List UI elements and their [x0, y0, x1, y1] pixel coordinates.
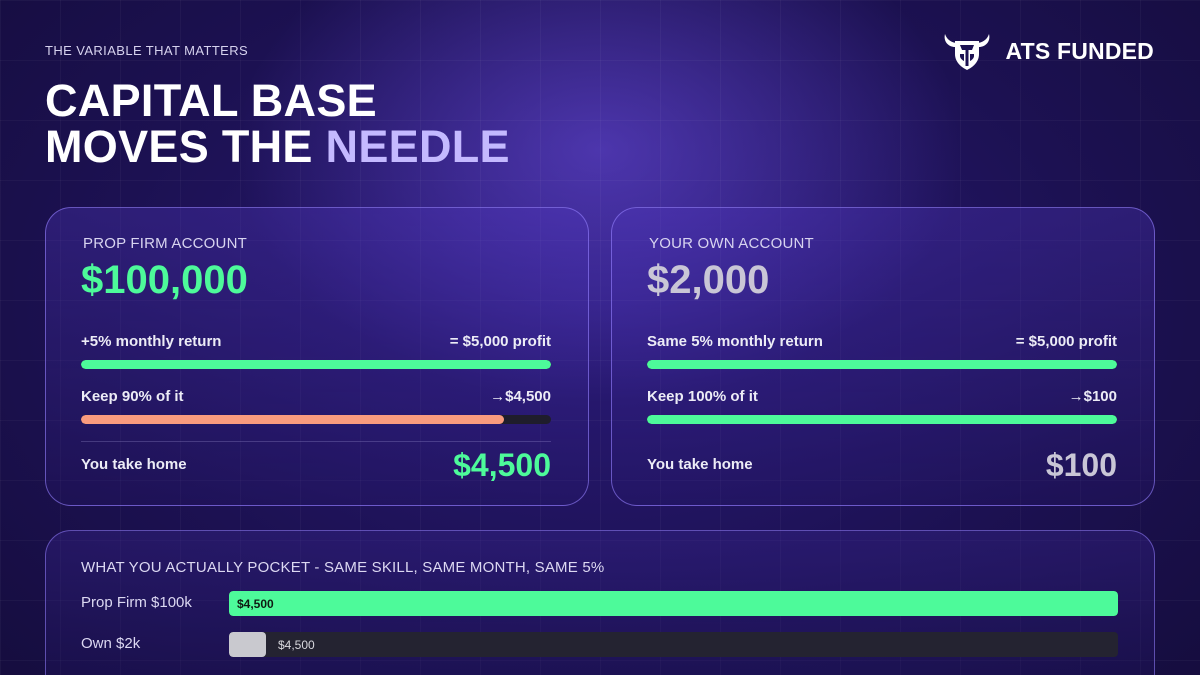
take-home-label: You take home [81, 456, 187, 473]
return-row-value: = $5,000 profit [1015, 333, 1117, 350]
headline-line-1: CAPITAL BASE [45, 75, 377, 126]
keep-row-value: →$100 [1068, 388, 1117, 405]
card-label: PROP FIRM ACCOUNT [83, 235, 247, 252]
comparison-row-label: Own $2k [81, 635, 141, 652]
card-amount: $100,000 [81, 258, 248, 302]
own-account-card: YOUR OWN ACCOUNT $2,000 Same 5% monthly … [611, 207, 1155, 506]
comparison-value-label: $4,500 [237, 597, 274, 611]
keep-progress-bar [647, 415, 1117, 424]
comparison-title: WHAT YOU ACTUALLY POCKET - SAME SKILL, S… [81, 559, 605, 576]
return-row-label: +5% monthly return [81, 333, 222, 350]
keep-progress-bar [81, 415, 551, 424]
bull-shield-icon [945, 34, 990, 70]
keep-progress-fill [81, 415, 504, 424]
keep-row-value: →$4,500 [490, 388, 551, 405]
brand-logo: ATS FUNDED [941, 30, 1154, 72]
card-amount: $2,000 [647, 258, 770, 302]
comparison-value-label: $4,500 [278, 638, 315, 652]
comparison-panel: WHAT YOU ACTUALLY POCKET - SAME SKILL, S… [45, 530, 1155, 675]
return-progress-bar [647, 360, 1117, 369]
headline-highlight: NEEDLE [325, 121, 510, 172]
comparison-bar-own: $4,500 [229, 632, 1118, 657]
keep-progress-fill [647, 415, 1117, 424]
prop-firm-card: PROP FIRM ACCOUNT $100,000 +5% monthly r… [45, 207, 589, 506]
keep-row-label: Keep 90% of it [81, 388, 184, 405]
comparison-fill [229, 591, 1118, 616]
take-home-label: You take home [647, 456, 753, 473]
take-home-amount: $100 [1045, 447, 1117, 483]
headline-line-2: MOVES THE NEEDLE [45, 124, 510, 170]
keep-row-label: Keep 100% of it [647, 388, 758, 405]
headline-line-2-prefix: MOVES THE [45, 121, 326, 172]
comparison-row-label: Prop Firm $100k [81, 594, 192, 611]
return-progress-bar [81, 360, 551, 369]
brand-name: ATS FUNDED [1005, 37, 1154, 64]
headline: CAPITAL BASE MOVES THE NEEDLE [45, 78, 510, 170]
take-home-amount: $4,500 [453, 447, 551, 483]
return-progress-fill [81, 360, 551, 369]
return-row-label: Same 5% monthly return [647, 333, 823, 350]
card-label: YOUR OWN ACCOUNT [649, 235, 814, 252]
comparison-fill [229, 632, 267, 657]
return-row-value: = $5,000 profit [449, 333, 551, 350]
eyebrow-text: THE VARIABLE THAT MATTERS [45, 43, 249, 58]
divider [81, 441, 551, 442]
comparison-bar-prop-firm: $4,500 [229, 591, 1118, 616]
return-progress-fill [647, 360, 1117, 369]
